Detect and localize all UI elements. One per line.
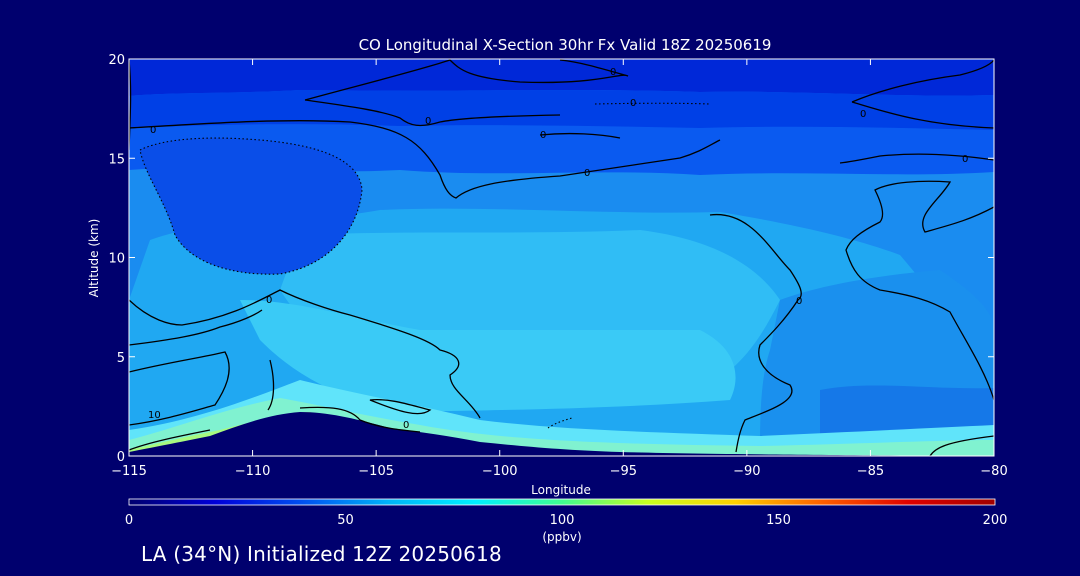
contour-label: 0	[150, 125, 156, 136]
contour-label: 0	[630, 98, 636, 109]
colorbar-tick-label: 200	[983, 513, 1008, 528]
colorbar-tick-label: 100	[550, 513, 575, 528]
contour-label: 0	[403, 420, 409, 431]
contour-label: 0	[425, 116, 431, 127]
x-axis-label: Longitude	[531, 483, 591, 497]
contour-label: 0	[540, 130, 546, 141]
dotted-contours	[139, 102, 711, 429]
y-axis: 0 5 10 15 20	[108, 53, 994, 465]
colorbar	[128, 498, 996, 506]
contour-label: 10	[148, 410, 161, 421]
footer-caption: LA (34°N) Initialized 12Z 20250618	[141, 542, 502, 566]
x-tick-label: −90	[733, 464, 760, 479]
contour-label: 0	[962, 154, 968, 165]
y-tick-label: 15	[108, 152, 125, 167]
colorbar-tick-label: 50	[337, 513, 354, 528]
x-axis: −115 −110 −105 −100 −95 −90 −85 −80	[111, 59, 1008, 479]
contour-label: 0	[796, 296, 802, 307]
y-tick-label: 10	[108, 252, 125, 267]
y-axis-label: Altitude (km)	[87, 219, 101, 298]
y-tick-label: 0	[117, 450, 125, 465]
colorbar-tick-label: 0	[125, 513, 133, 528]
colorbar-ticks: 0 50 100 150 200	[125, 513, 1008, 528]
y-tick-label: 5	[117, 351, 125, 366]
contour-label-group: 0 0 0 0 0 0 0 0 0 0 0 10	[148, 67, 968, 431]
x-tick-label: −105	[358, 464, 394, 479]
contour-label: 0	[610, 67, 616, 78]
colorbar-tick-label: 150	[766, 513, 791, 528]
colorbar-units: (ppbv)	[542, 530, 581, 544]
x-tick-label: −110	[235, 464, 271, 479]
x-tick-label: −95	[610, 464, 637, 479]
contour-label: 0	[860, 109, 866, 120]
chart-title: CO Longitudinal X-Section 30hr Fx Valid …	[359, 36, 772, 54]
contour-label: 0	[266, 295, 272, 306]
x-tick-label: −100	[482, 464, 518, 479]
terrain	[129, 412, 994, 456]
x-tick-label: −85	[857, 464, 884, 479]
x-tick-label: −80	[980, 464, 1007, 479]
contour-label: 0	[584, 168, 590, 179]
y-tick-label: 20	[108, 53, 125, 68]
x-tick-label: −115	[111, 464, 147, 479]
